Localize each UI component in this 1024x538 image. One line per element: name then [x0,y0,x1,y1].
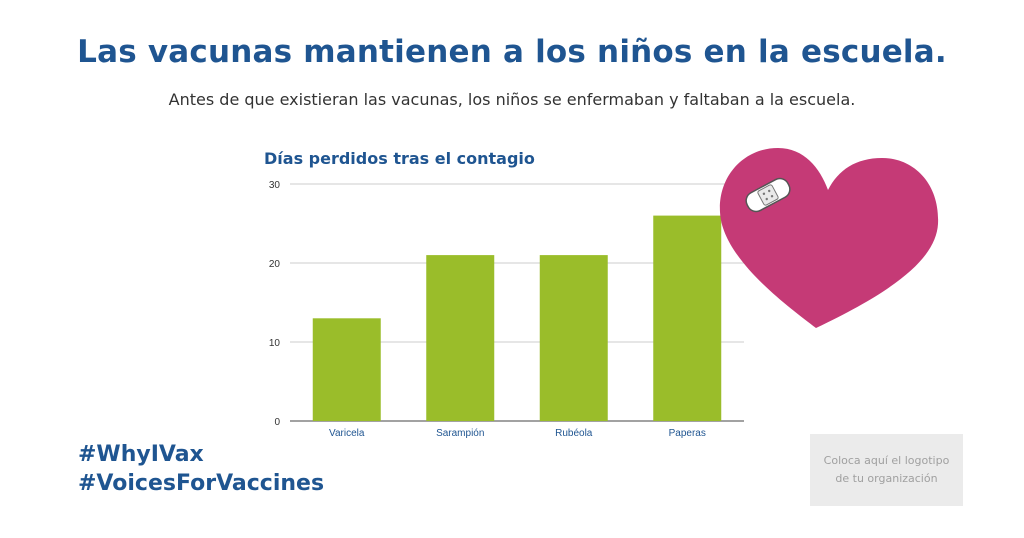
y-tick-label: 10 [269,338,281,349]
x-tick-label: Varicela [329,428,365,439]
hashtag-voicesforvaccines: #VoicesForVaccines [78,471,325,496]
heart-shape [719,148,939,328]
hashtags: #WhyIVax #VoicesForVaccines [78,440,324,498]
logo-placeholder-line2: de tu organización [835,472,938,485]
page-subtitle: Antes de que existieran las vacunas, los… [168,90,856,109]
bar [653,215,722,421]
y-tick-label: 0 [274,417,280,428]
bar [312,318,381,421]
heart-bandage-icon [719,148,939,328]
logo-placeholder-line1: Coloca aquí el logotipo [823,454,950,467]
logo-placeholder: Coloca aquí el logotipo de tu organizaci… [810,434,963,506]
x-tick-label: Sarampión [436,428,484,439]
x-tick-label: Rubéola [555,428,593,439]
bandage-icon [745,177,791,213]
chart-title: Días perdidos tras el contagio [264,149,535,168]
y-tick-label: 20 [269,259,281,270]
bar-chart: 0 10 20 30 Varicela Sarampión Rubéola Paperas [269,180,744,439]
hashtag-whyivax: #WhyIVax [78,442,204,467]
x-tick-label: Paperas [669,428,706,439]
page-title: Las vacunas mantienen a los niños en la … [77,34,947,70]
bar [539,255,608,421]
bar [426,255,495,421]
y-tick-label: 30 [269,180,281,191]
